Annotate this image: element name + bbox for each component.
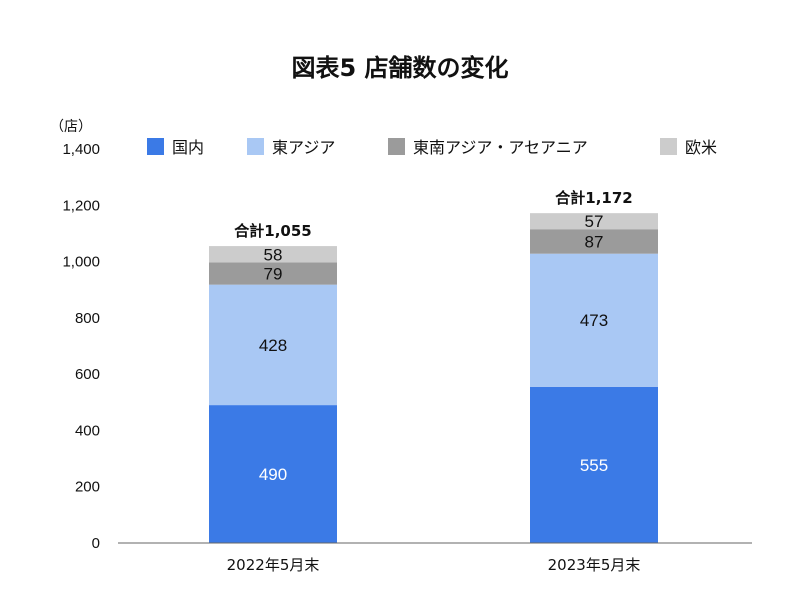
bar-segment xyxy=(209,246,337,263)
legend-label: 国内 xyxy=(172,138,204,157)
legend-swatch xyxy=(388,138,405,155)
bar-segment xyxy=(530,213,658,230)
bar-segment xyxy=(530,253,658,387)
y-tick-label: 1,000 xyxy=(62,254,100,271)
y-tick-label: 800 xyxy=(75,310,100,327)
y-axis-unit-label: （店） xyxy=(50,119,92,135)
bar-segment xyxy=(530,229,658,254)
legend-swatch xyxy=(660,138,677,155)
data-label: 428 xyxy=(259,336,287,355)
data-label: 58 xyxy=(264,245,283,264)
x-category-label: 2023年5月末 xyxy=(548,556,641,574)
y-tick-label: 600 xyxy=(75,366,100,383)
legend-swatch xyxy=(147,138,164,155)
total-label: 合計1,055 xyxy=(233,222,311,240)
data-label: 87 xyxy=(585,232,604,251)
y-tick-label: 1,200 xyxy=(62,197,100,214)
y-axis-ticks: 0 200 400 600 800 1,000 1,200 1,400 xyxy=(62,141,100,552)
y-tick-label: 0 xyxy=(92,535,100,552)
legend-label: 欧米 xyxy=(685,138,717,157)
x-axis-categories: 2022年5月末 2023年5月末 xyxy=(227,556,641,574)
bar-segment xyxy=(530,386,658,543)
total-label: 合計1,172 xyxy=(554,189,632,207)
data-label: 555 xyxy=(580,456,608,475)
y-tick-label: 400 xyxy=(75,422,100,439)
y-tick-label: 1,400 xyxy=(62,141,100,158)
data-label: 473 xyxy=(580,311,608,330)
legend-label: 東南アジア・アセアニア xyxy=(413,138,588,157)
legend-swatch xyxy=(247,138,264,155)
legend-label: 東アジア xyxy=(272,138,335,157)
chart-title: 図表5 店舗数の変化 xyxy=(291,54,508,82)
total-labels: 合計1,055 合計1,172 xyxy=(233,189,632,240)
bar-segment xyxy=(209,262,337,285)
data-label: 79 xyxy=(264,265,283,284)
y-tick-label: 200 xyxy=(75,479,100,496)
bar-segment xyxy=(209,405,337,543)
data-label: 57 xyxy=(585,212,604,231)
legend: 国内 東アジア 東南アジア・アセアニア 欧米 xyxy=(147,138,717,157)
data-label: 490 xyxy=(259,465,287,484)
x-category-label: 2022年5月末 xyxy=(227,556,320,574)
bar-segment xyxy=(209,284,337,406)
